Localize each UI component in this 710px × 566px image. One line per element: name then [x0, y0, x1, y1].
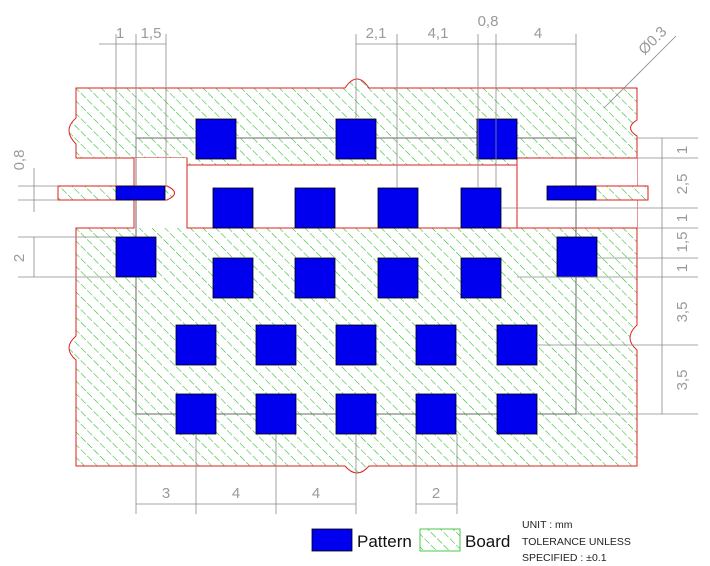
- dim-top-5: 0,8: [478, 13, 499, 30]
- pad-r3-3: [377, 257, 419, 299]
- pad-r3-2: [294, 257, 336, 299]
- pad-r4-2: [255, 324, 297, 366]
- dim-right-7: 3,5: [674, 370, 691, 391]
- dim-right-2: 2,5: [674, 174, 691, 195]
- pad-r4-1: [175, 324, 217, 366]
- dim-top-4: 4,1: [428, 25, 449, 42]
- pad-r2-3: [377, 187, 419, 229]
- pattern-pads: [115, 118, 598, 435]
- pad-r2-4: [460, 187, 502, 229]
- pad-side-right: [556, 236, 598, 278]
- pad-side-left: [115, 236, 157, 278]
- pad-r5-2: [255, 393, 297, 435]
- dim-right-3: 1: [674, 214, 691, 222]
- note-tolerance-2: SPECIFIED : ±0.1: [522, 552, 607, 564]
- dim-left-1: 0,8: [11, 150, 28, 171]
- note-tolerance-1: TOLERANCE UNLESS: [522, 536, 631, 548]
- legend-pattern-swatch: [311, 528, 353, 552]
- pad-r2-1: [212, 187, 254, 229]
- pad-r3-4: [460, 257, 502, 299]
- dim-right-1: 1: [674, 146, 691, 154]
- pad-r4-4: [415, 324, 457, 366]
- dim-top-2: 1,5: [141, 25, 162, 42]
- dim-right-5: 1: [674, 264, 691, 272]
- pad-r1-1: [195, 118, 237, 160]
- pad-r1-2: [335, 118, 377, 160]
- pad-r5-5: [496, 393, 538, 435]
- dim-bottom-2: 4: [232, 485, 240, 502]
- dim-left-2: 2: [11, 254, 28, 262]
- legend-board-swatch: [419, 528, 461, 552]
- pad-r3-1: [212, 257, 254, 299]
- pad-r5-4: [415, 393, 457, 435]
- pad-tab-left: [115, 185, 166, 201]
- pad-r5-3: [335, 393, 377, 435]
- dim-bottom-4: 2: [432, 485, 440, 502]
- pad-r2-2: [294, 187, 336, 229]
- dim-right-4: 1,5: [674, 232, 691, 253]
- dim-diameter: Ø0.3: [635, 23, 670, 58]
- dim-top-3: 2,1: [366, 25, 387, 42]
- dimension-lines: [18, 34, 698, 514]
- dim-right-6: 3,5: [674, 302, 691, 323]
- pad-r4-5: [496, 324, 538, 366]
- legend-board-label: Board: [465, 532, 510, 551]
- legend-pattern-label: Pattern: [357, 532, 412, 551]
- dim-top-6: 4: [534, 25, 542, 42]
- dim-bottom-1: 3: [162, 485, 170, 502]
- note-unit: UNIT : mm: [522, 519, 573, 531]
- pad-tab-right: [546, 185, 597, 201]
- pad-r1-3: [476, 118, 518, 160]
- pad-r5-1: [175, 393, 217, 435]
- pad-r4-3: [335, 324, 377, 366]
- dim-bottom-3: 4: [312, 485, 320, 502]
- dim-top-1: 1: [116, 25, 124, 42]
